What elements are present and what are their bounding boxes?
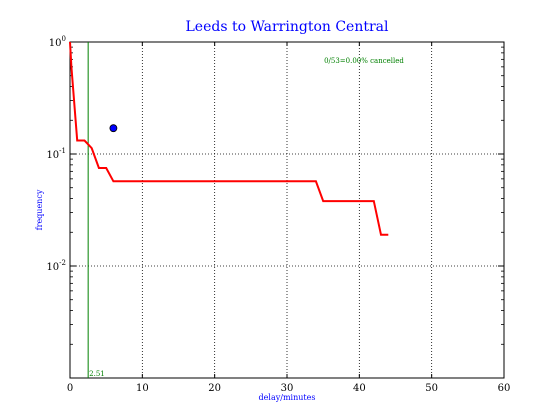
delay-frequency-series xyxy=(69,41,389,236)
x-tick-label: 10 xyxy=(136,383,149,394)
chart-title: Leeds to Warrington Central xyxy=(185,19,389,35)
x-tick-label: 60 xyxy=(498,383,511,394)
grid xyxy=(70,42,504,378)
data-marker xyxy=(109,124,118,133)
x-tick-label: 30 xyxy=(281,383,294,394)
y-tick-label: 10-2 xyxy=(46,259,66,273)
x-tick-labels: 0 10 20 30 40 50 60 xyxy=(67,383,511,394)
x-tick-label: 0 xyxy=(67,383,73,394)
x-tick-label: 20 xyxy=(208,383,221,394)
axis-ticks xyxy=(69,41,505,378)
x-axis-label: delay/minutes xyxy=(259,393,316,402)
y-tick-labels: 100 10-1 10-2 xyxy=(46,35,66,273)
y-tick-label: 10-1 xyxy=(46,147,66,161)
cancelled-annotation: 0/53=0.00% cancelled xyxy=(324,57,404,65)
x-tick-label: 40 xyxy=(353,383,366,394)
y-tick-label: 100 xyxy=(49,35,66,49)
mean-delay-label: 2.51 xyxy=(89,370,105,378)
x-tick-label: 50 xyxy=(425,383,438,394)
y-axis-label: frequency xyxy=(35,189,44,230)
